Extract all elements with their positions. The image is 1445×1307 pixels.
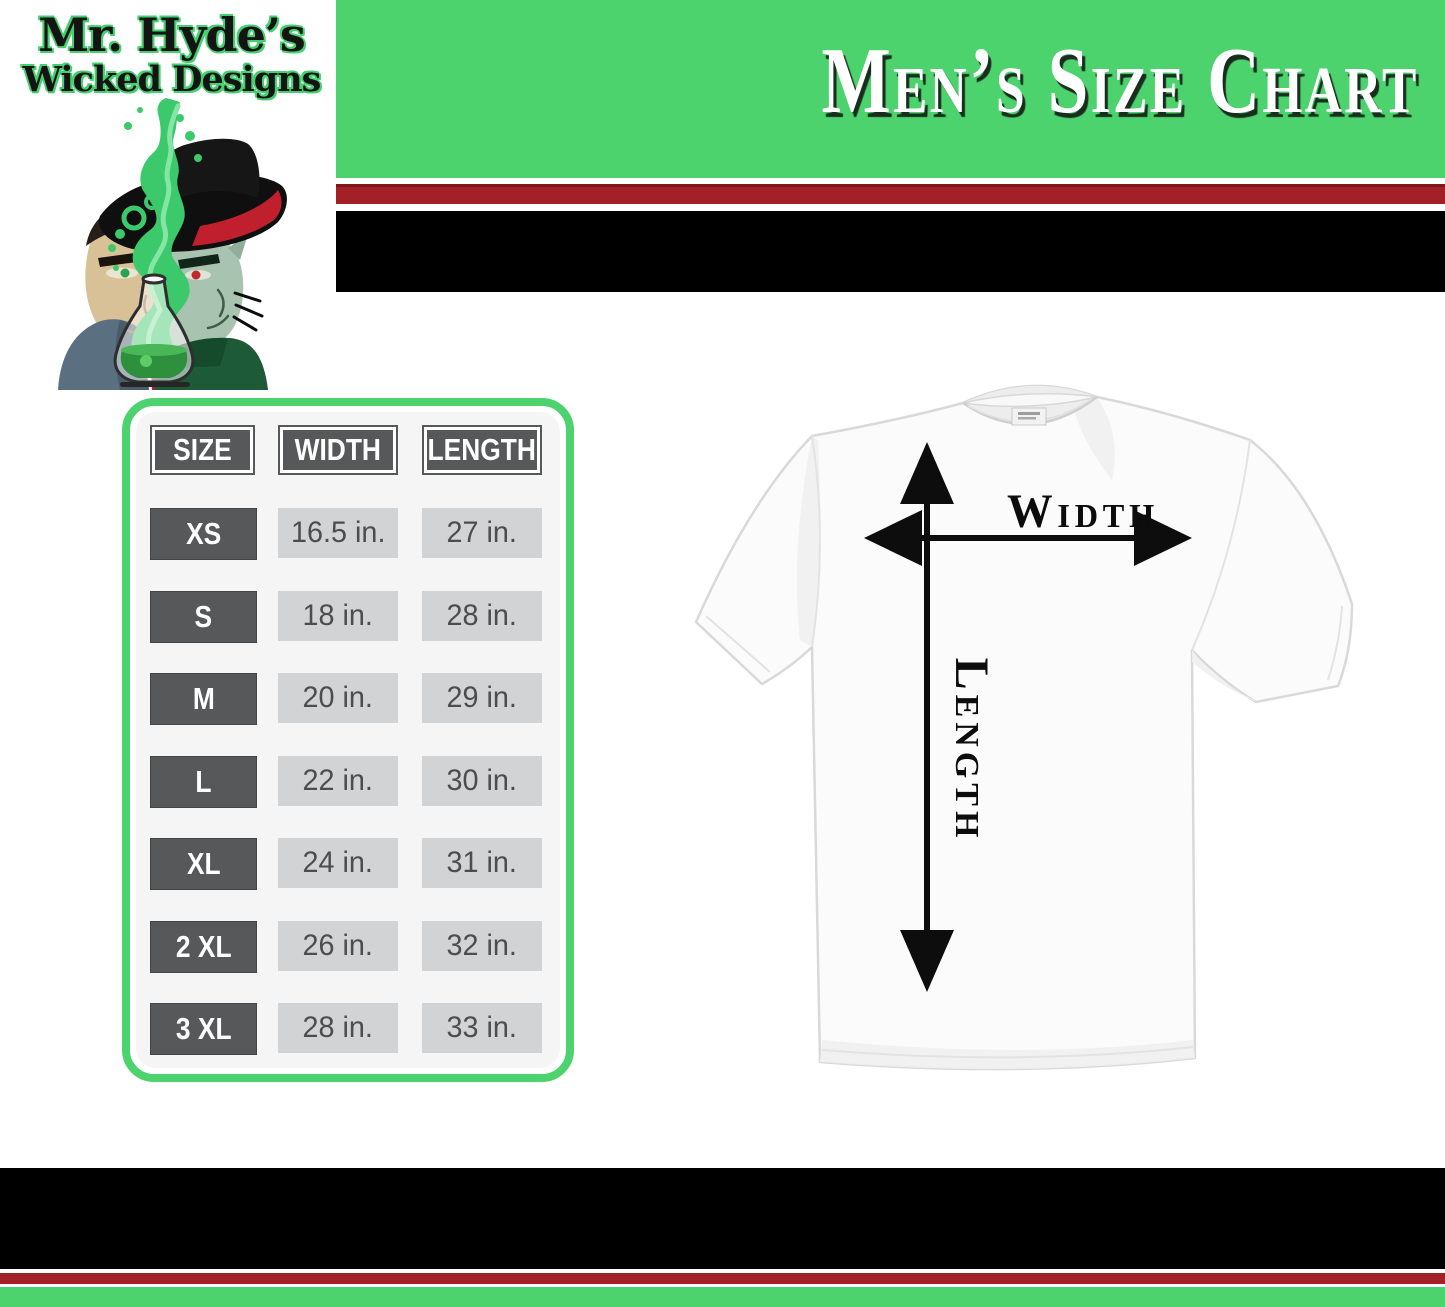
length-value: 33 in. <box>446 1011 518 1044</box>
size-label: XS <box>185 516 222 551</box>
potion-flask <box>113 273 195 387</box>
column-header-size-label: SIZE <box>173 432 232 467</box>
brand-logo: Mr. Hyde’s Wicked Designs <box>14 10 329 99</box>
column-header-size: SIZE <box>150 425 255 475</box>
width-cell: 20 in. <box>278 673 398 723</box>
page-title: Men’s Size Chart <box>821 29 1419 133</box>
neck-tag <box>1011 407 1047 426</box>
arrowhead-left-icon <box>864 510 922 566</box>
size-label: M <box>192 681 215 716</box>
length-value: 29 in. <box>446 681 518 714</box>
size-label: L <box>195 764 212 799</box>
size-label: 2 XL <box>175 929 232 964</box>
flask-base <box>120 382 190 387</box>
length-value: 28 in. <box>446 599 518 632</box>
length-arrow <box>900 442 954 992</box>
column-header-length: LENGTH <box>422 425 542 475</box>
brand-name-line1: Mr. Hyde’s <box>38 8 306 62</box>
footer-black-stripe <box>0 1168 1445 1269</box>
width-cell: 22 in. <box>278 756 398 806</box>
smoke-bubbles <box>108 99 202 271</box>
size-label: XL <box>186 846 221 881</box>
size-cell: XS <box>150 508 257 560</box>
header-banner: Men’s Size Chart <box>336 0 1445 178</box>
width-value: 26 in. <box>302 929 374 962</box>
width-value: 18 in. <box>302 599 374 632</box>
size-cell: M <box>150 673 257 725</box>
width-value: 20 in. <box>302 681 374 714</box>
size-table-card: SIZE WIDTH LENGTH XS 16.5 in. 27 in. S 1… <box>122 398 574 1082</box>
width-value: 22 in. <box>302 764 374 797</box>
length-cell: 32 in. <box>422 921 542 971</box>
column-header-width: WIDTH <box>278 425 398 475</box>
size-label: S <box>194 599 213 634</box>
width-value: 16.5 in. <box>290 516 386 549</box>
width-cell: 24 in. <box>278 838 398 888</box>
length-cell: 29 in. <box>422 673 542 723</box>
length-cell: 30 in. <box>422 756 542 806</box>
width-cell: 16.5 in. <box>278 508 398 558</box>
hat-band <box>192 190 282 246</box>
length-measure-label: Length <box>945 657 998 843</box>
width-measure-label: Width <box>1007 485 1159 538</box>
width-value: 24 in. <box>302 846 374 879</box>
tshirt-graphic <box>694 384 1354 1071</box>
footer-green-stripe <box>0 1287 1445 1307</box>
length-cell: 31 in. <box>422 838 542 888</box>
flask-liquid <box>120 344 188 378</box>
length-cell: 28 in. <box>422 591 542 641</box>
top-red-stripe <box>336 184 1445 204</box>
footer-red-stripe <box>0 1273 1445 1284</box>
column-header-length-label: LENGTH <box>427 432 537 467</box>
length-value: 30 in. <box>446 764 518 797</box>
tshirt-shading <box>796 397 1256 1070</box>
hyde-eye <box>178 254 220 280</box>
top-black-stripe <box>336 211 1445 292</box>
size-label: 3 XL <box>175 1011 232 1046</box>
length-cell: 27 in. <box>422 508 542 558</box>
size-cell: S <box>150 591 257 643</box>
brand-name-line2: Wicked Designs <box>22 58 322 100</box>
tshirt-seams <box>705 435 1343 1059</box>
tshirt-body <box>694 384 1354 1071</box>
jekyll-eye <box>98 252 144 279</box>
arrowhead-up-icon <box>900 442 954 504</box>
size-cell: 2 XL <box>150 921 257 973</box>
jekyll-hyde-mascot <box>58 98 287 390</box>
size-cell: L <box>150 756 257 808</box>
width-value: 28 in. <box>302 1011 374 1044</box>
arrowhead-right-icon <box>1134 510 1192 566</box>
arrowhead-down-icon <box>900 930 954 992</box>
width-arrow <box>864 510 1192 566</box>
width-cell: 28 in. <box>278 1003 398 1053</box>
size-cell: XL <box>150 838 257 890</box>
length-cell: 33 in. <box>422 1003 542 1053</box>
length-value: 27 in. <box>446 516 518 549</box>
length-value: 32 in. <box>446 929 518 962</box>
column-header-width-label: WIDTH <box>294 432 382 467</box>
size-cell: 3 XL <box>150 1003 257 1055</box>
width-cell: 26 in. <box>278 921 398 971</box>
length-value: 31 in. <box>446 846 518 879</box>
width-cell: 18 in. <box>278 591 398 641</box>
top-hat <box>98 138 287 252</box>
